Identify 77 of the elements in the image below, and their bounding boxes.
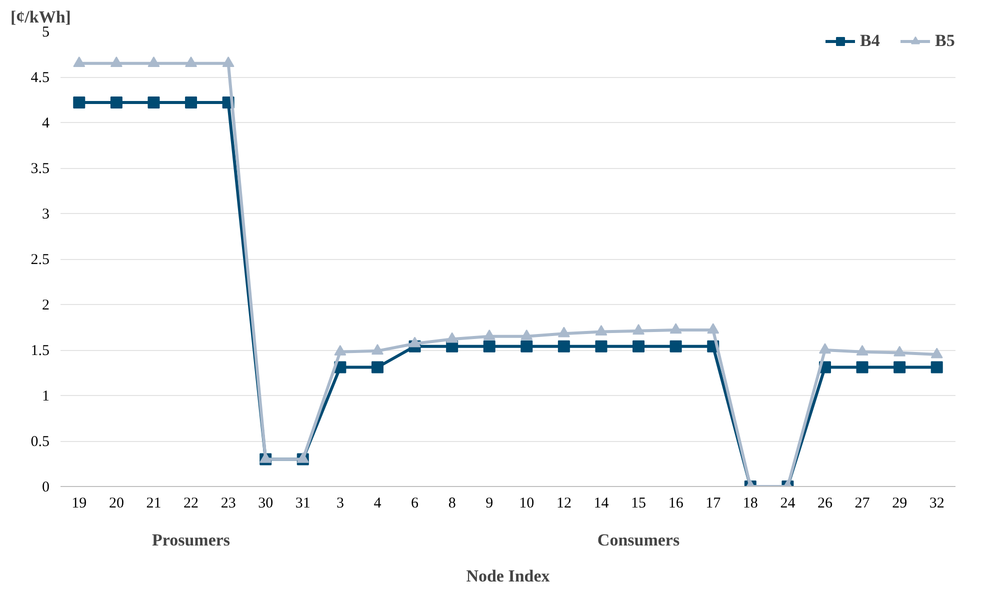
point [73, 96, 86, 108]
y-tick-label: 0.5 [30, 434, 50, 450]
x-tick-label: 26 [817, 496, 833, 512]
point [110, 56, 122, 68]
point [930, 361, 943, 374]
x-tick-label: 19 [72, 496, 87, 512]
y-tick-label: 4.5 [30, 70, 50, 86]
x-tick-label: 30 [258, 496, 274, 512]
x-tick-label: 12 [556, 496, 572, 512]
x-axis-title: Node Index [466, 566, 550, 586]
x-tick-label: 6 [411, 496, 420, 512]
y-tick-label: 0 [42, 480, 50, 496]
point [818, 343, 831, 354]
point [632, 340, 645, 352]
x-tick-label: 21 [146, 496, 162, 512]
x-tick-label: 31 [295, 496, 310, 512]
point [558, 326, 570, 338]
y-tick-label: 1 [42, 388, 50, 404]
point [110, 96, 122, 108]
y-axis-title: [¢/kWh] [10, 8, 71, 26]
point [296, 452, 309, 463]
x-tick-label: 8 [448, 496, 456, 512]
point [632, 324, 645, 335]
x-tick-label: 24 [780, 496, 796, 512]
legend-label: B4 [860, 31, 880, 51]
x-tick-label: 4 [374, 496, 382, 512]
point [148, 96, 160, 108]
x-tick-label: 22 [184, 496, 199, 512]
x-tick-label: 18 [742, 496, 758, 512]
point [446, 332, 458, 343]
point [707, 323, 720, 334]
x-tick-label: 3 [336, 496, 344, 512]
point [185, 56, 198, 68]
point [670, 323, 682, 334]
x-tick-label: 15 [631, 496, 646, 512]
point [483, 330, 496, 340]
point [558, 340, 570, 352]
x-tick-label: 32 [929, 496, 944, 512]
point [856, 344, 868, 356]
y-tick-label: 5 [42, 24, 50, 40]
point [185, 96, 198, 108]
legend-label: B5 [935, 31, 955, 51]
point [670, 340, 682, 352]
y-tick-label: 1.5 [30, 343, 50, 359]
x-tick-label: 9 [486, 496, 494, 512]
y-tick-label: 2 [42, 298, 50, 314]
point [930, 348, 943, 358]
point [222, 56, 234, 68]
point [520, 340, 533, 352]
point [371, 361, 384, 374]
x-tick-label: 23 [220, 496, 236, 512]
point [334, 344, 346, 356]
point [520, 330, 533, 340]
point [371, 344, 384, 355]
point [408, 336, 421, 348]
point [483, 340, 496, 352]
point [148, 56, 160, 68]
x-tick-label: 20 [108, 496, 124, 512]
x-tick-label: 27 [854, 496, 870, 512]
x-tick-label: 10 [519, 496, 534, 512]
x-tick-label: 29 [892, 496, 908, 512]
y-tick-label: 3 [42, 206, 50, 222]
point [894, 346, 906, 356]
x-tick-label: 17 [706, 496, 722, 512]
point [894, 361, 906, 374]
x-tick-label: 14 [594, 496, 610, 512]
x-tick-label: 16 [668, 496, 684, 512]
text: Prosumers [152, 530, 230, 550]
y-tick-label: 2.5 [30, 252, 50, 268]
y-tick-label: 3.5 [30, 161, 50, 177]
text: Consumers [597, 530, 680, 550]
point [73, 56, 86, 68]
y-tick-label: 4 [42, 116, 50, 132]
point [260, 452, 272, 463]
point [595, 340, 608, 352]
point [595, 324, 608, 336]
point [856, 361, 868, 374]
